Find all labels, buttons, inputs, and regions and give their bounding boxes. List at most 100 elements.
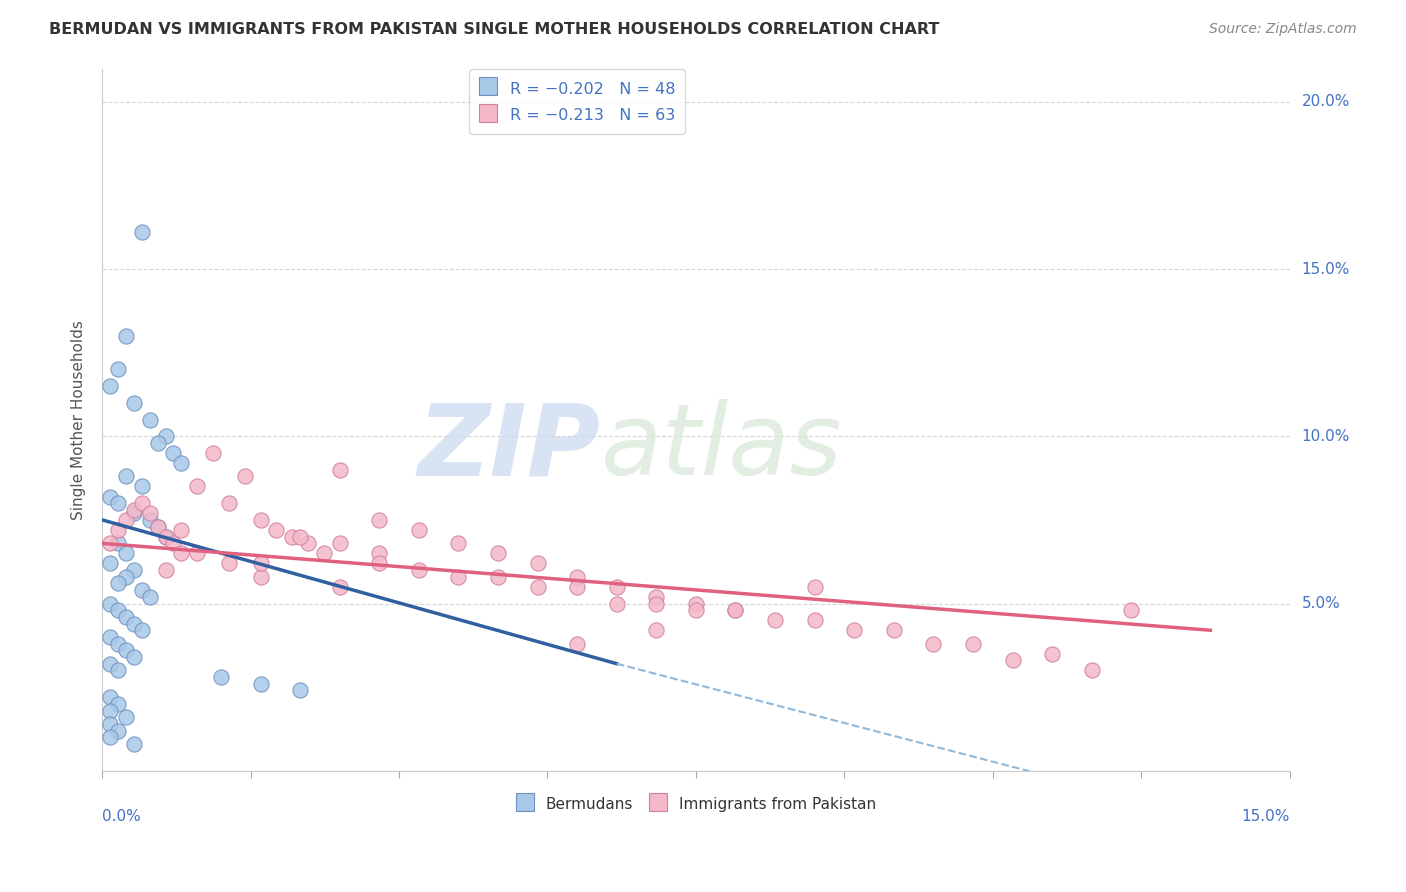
Point [447,536,470,550]
Point [122,616,145,631]
Point [922,637,945,651]
Point [329,536,352,550]
Point [1080,664,1102,678]
Point [408,563,430,577]
Point [107,637,129,651]
Point [107,664,129,678]
Point [408,523,430,537]
Y-axis label: Single Mother Households: Single Mother Households [72,319,86,519]
Point [115,546,138,560]
Point [645,590,668,604]
Point [115,469,138,483]
Point [645,624,668,638]
Point [883,624,905,638]
Point [565,570,588,584]
Point [233,469,256,483]
Point [122,506,145,520]
Text: 20.0%: 20.0% [1302,95,1350,110]
Point [138,506,160,520]
Point [329,463,352,477]
Point [98,557,121,571]
Point [107,697,129,711]
Point [131,479,153,493]
Point [368,557,391,571]
Point [486,546,509,560]
Point [685,603,707,617]
Point [155,530,177,544]
Point [115,710,138,724]
Point [115,610,138,624]
Point [98,379,121,393]
Point [155,563,177,577]
Point [209,670,232,684]
Point [297,536,319,550]
Point [844,624,866,638]
Point [98,536,121,550]
Point [98,690,121,705]
Point [98,704,121,718]
Point [685,597,707,611]
Point [218,496,240,510]
Point [107,523,129,537]
Point [565,637,588,651]
Point [98,597,121,611]
Text: 10.0%: 10.0% [1302,429,1350,444]
Point [645,597,668,611]
Point [107,576,129,591]
Text: 15.0%: 15.0% [1302,261,1350,277]
Text: atlas: atlas [600,400,842,496]
Point [146,519,169,533]
Point [1121,603,1143,617]
Point [962,637,984,651]
Point [115,329,138,343]
Point [1001,653,1024,667]
Point [218,557,240,571]
Point [138,412,160,426]
Point [131,624,153,638]
Point [122,396,145,410]
Point [186,546,208,560]
Point [803,613,825,627]
Point [131,583,153,598]
Text: 5.0%: 5.0% [1302,596,1340,611]
Point [447,570,470,584]
Point [107,723,129,738]
Point [146,519,169,533]
Point [186,479,208,493]
Point [122,503,145,517]
Point [115,513,138,527]
Point [162,446,184,460]
Point [249,677,271,691]
Text: 15.0%: 15.0% [1241,809,1289,824]
Point [107,362,129,376]
Point [107,603,129,617]
Point [249,557,271,571]
Point [249,513,271,527]
Point [288,530,311,544]
Point [107,536,129,550]
Point [724,603,747,617]
Point [170,456,193,470]
Point [138,513,160,527]
Point [763,613,786,627]
Text: ZIP: ZIP [418,400,600,496]
Point [368,513,391,527]
Point [526,557,548,571]
Point [122,737,145,751]
Point [565,580,588,594]
Point [803,580,825,594]
Point [606,580,628,594]
Text: Source: ZipAtlas.com: Source: ZipAtlas.com [1209,22,1357,37]
Point [724,603,747,617]
Text: BERMUDAN VS IMMIGRANTS FROM PAKISTAN SINGLE MOTHER HOUSEHOLDS CORRELATION CHART: BERMUDAN VS IMMIGRANTS FROM PAKISTAN SIN… [49,22,939,37]
Point [368,546,391,560]
Point [202,446,225,460]
Point [170,546,193,560]
Point [486,570,509,584]
Point [131,225,153,239]
Point [122,563,145,577]
Point [162,536,184,550]
Point [107,496,129,510]
Point [98,731,121,745]
Point [155,429,177,443]
